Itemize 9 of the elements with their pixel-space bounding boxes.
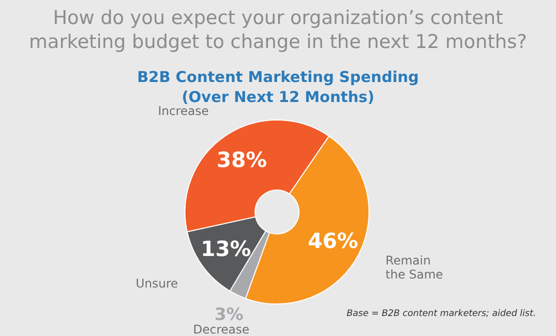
slice-label: Increase <box>158 104 209 118</box>
data-label: 38% <box>216 148 267 172</box>
slice-label: Unsure <box>136 276 178 290</box>
chart-subtitle: B2B Content Marketing Spending (Over Next 12 Months) <box>137 68 419 106</box>
text: Base = B2B content marketers; aided list. <box>346 309 536 319</box>
slice-label: Remain the Same <box>386 254 444 282</box>
data-label: 13% <box>200 236 252 261</box>
chart-title: How do you expect your organization’s content marketing budget to change in the next 12 months? <box>29 7 527 53</box>
data-label: 46% <box>308 228 358 253</box>
